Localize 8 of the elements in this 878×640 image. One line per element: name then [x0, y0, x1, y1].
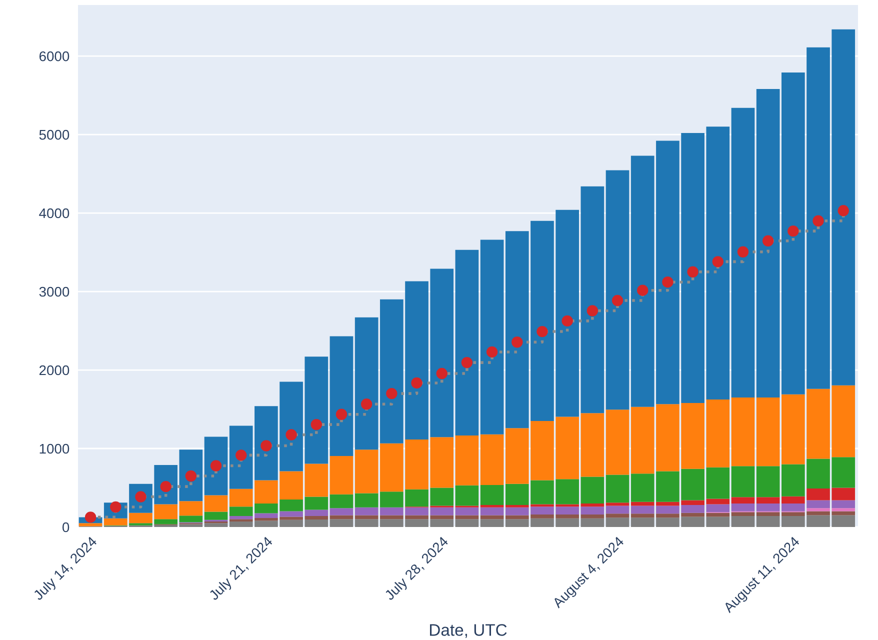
- y-tick-label: 2000: [39, 365, 70, 376]
- y-tick-label: 3000: [39, 286, 70, 297]
- y-tick-label: 4000: [39, 208, 70, 218]
- y-tick-label: 6000: [39, 51, 70, 62]
- x-axis-title: Date, UTC: [430, 624, 507, 638]
- y-tick-label: 1000: [40, 444, 70, 454]
- y-tick-label: 5000: [39, 130, 70, 140]
- y-tick-label: 0: [62, 522, 70, 532]
